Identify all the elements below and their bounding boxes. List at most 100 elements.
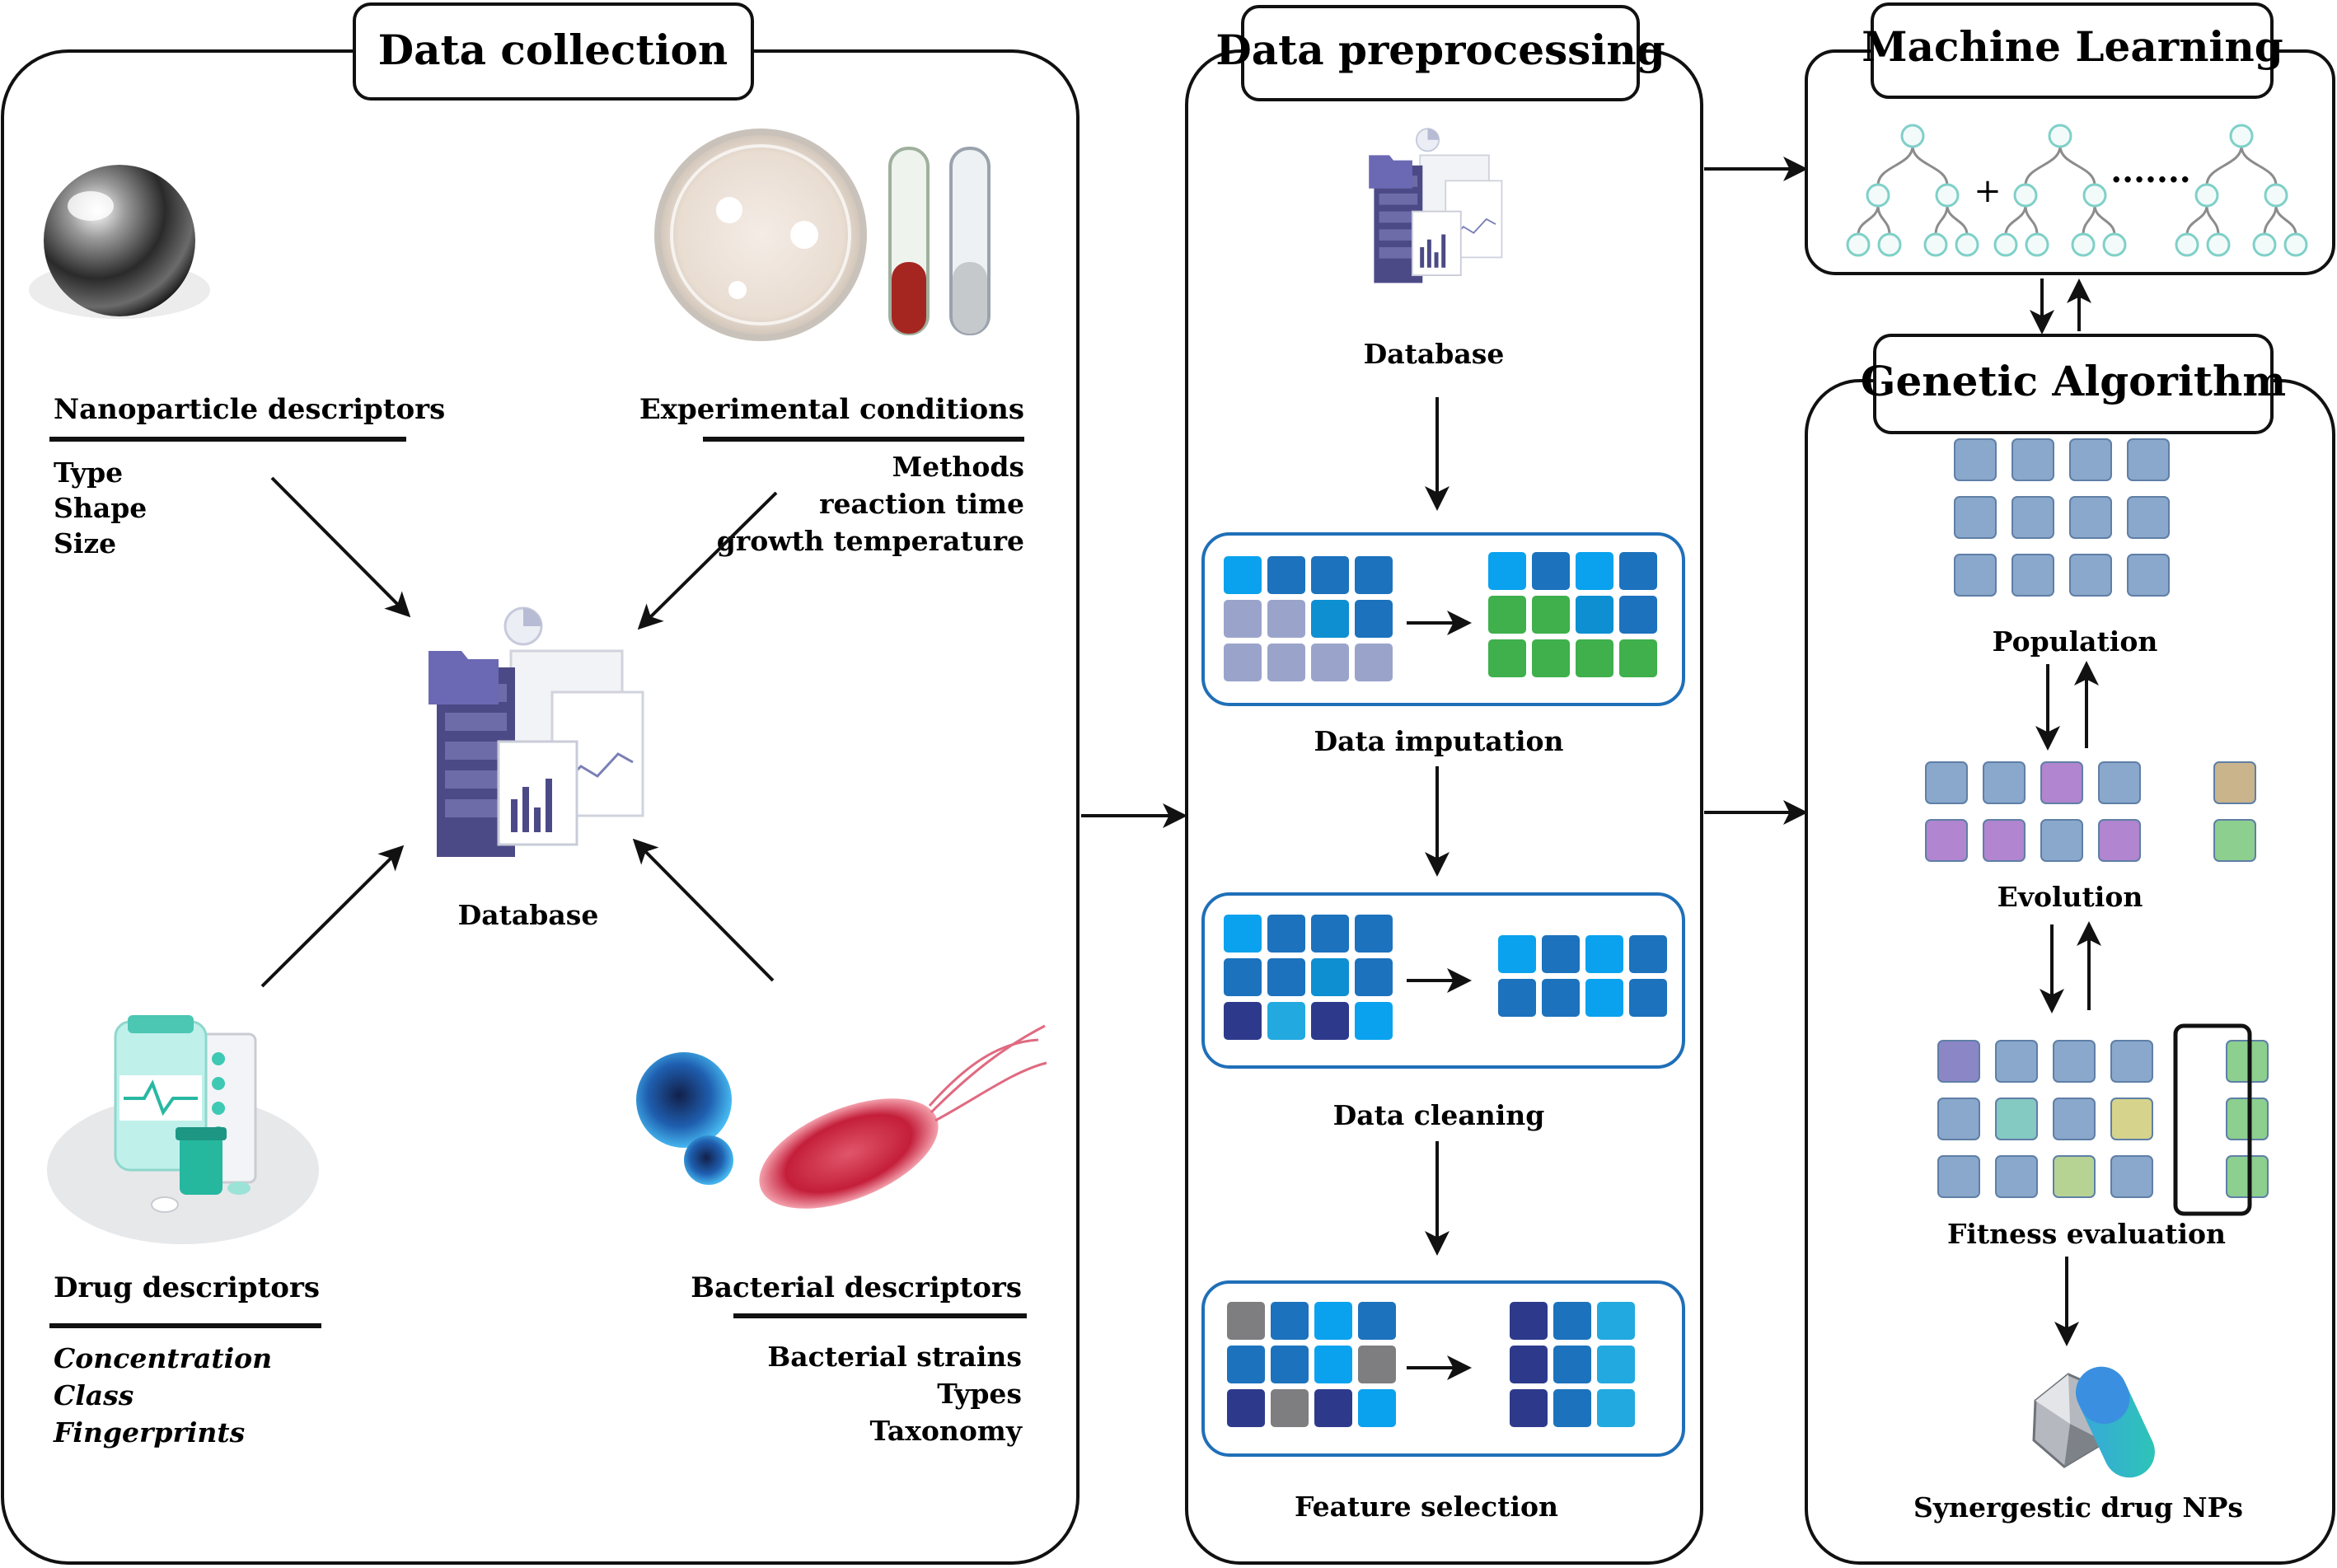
grid-cell [1311, 644, 1349, 681]
grid-cell [1267, 600, 1305, 638]
tree-node [1866, 183, 1890, 208]
individual-cell [2213, 761, 2256, 804]
individual-cell [2053, 1098, 2096, 1140]
individual-cell [2226, 1098, 2269, 1140]
tree-edge [2205, 204, 2220, 236]
grid-cell [1597, 1389, 1635, 1427]
database-server-icon [429, 606, 644, 857]
database-label-center: Database [458, 899, 599, 931]
grid-cell [1510, 1389, 1548, 1427]
imputation-grid-before [1224, 556, 1393, 681]
cleaning-grid-after [1498, 935, 1667, 1017]
evolution-grid [1925, 761, 2256, 862]
grid-cell [1629, 979, 1667, 1017]
tree-node [1877, 232, 1902, 257]
grid-cell [1227, 1302, 1265, 1340]
grid-cell [1619, 552, 1657, 590]
machine-learning-title: Machine Learning [1862, 22, 2283, 71]
drug-item-class: Class [54, 1379, 133, 1411]
tree-node [2283, 232, 2308, 257]
individual-cell [2069, 438, 2112, 481]
grid-cell [1267, 915, 1305, 953]
tree-node [2102, 232, 2127, 257]
grid-cell [1542, 935, 1580, 973]
individual-cell [2012, 438, 2054, 481]
tree-edge [1946, 204, 1969, 236]
grid-cell [1267, 556, 1305, 594]
grid-cell [1271, 1302, 1309, 1340]
individual-cell [1937, 1098, 1980, 1140]
grid-cell [1355, 958, 1393, 996]
grid-cell [1355, 600, 1393, 638]
grid-cell [1271, 1389, 1309, 1427]
feature-grid-after [1510, 1302, 1635, 1427]
individual-cell [1937, 1155, 1980, 1198]
grid-cell [1224, 600, 1262, 638]
imputation-box [1201, 532, 1685, 706]
exp-item-methods: Methods [892, 451, 1024, 483]
drug-item-concentration: Concentration [54, 1342, 272, 1374]
imputation-grid-after [1488, 552, 1657, 677]
grid-cell [1585, 979, 1623, 1017]
grid-cell [1267, 644, 1305, 681]
exp-item-growth-temperature: growth temperature [717, 525, 1024, 557]
tree-edge [2240, 145, 2278, 186]
grid-cell [1314, 1302, 1352, 1340]
nanoparticle-sphere-icon [29, 165, 210, 319]
tree-edge [1911, 145, 1949, 186]
grid-cell [1314, 1346, 1352, 1383]
grid-cell [1542, 979, 1580, 1017]
tree-node [2229, 124, 2254, 148]
individual-cell [1925, 819, 1968, 862]
individual-cell [2127, 438, 2170, 481]
stage-label-evolution: Evolution [1997, 881, 2143, 913]
individual-cell [1995, 1098, 2038, 1140]
grid-cell [1355, 556, 1393, 594]
grid-cell [1224, 644, 1262, 681]
panel-genetic-algorithm: Genetic Algorithm [1805, 334, 2335, 1565]
feature-grid-before [1227, 1302, 1396, 1427]
individual-cell [2226, 1155, 2269, 1198]
stage-label-fitness-evaluation: Fitness evaluation [1947, 1218, 2226, 1250]
individual-cell [1983, 761, 2026, 804]
grid-cell [1355, 644, 1393, 681]
individual-cell [2098, 819, 2141, 862]
panel-data-collection: Data collection [1, 2, 1080, 1565]
individual-cell [2110, 1155, 2153, 1198]
grid-cell [1224, 1002, 1262, 1040]
tree-node [2252, 232, 2277, 257]
grid-cell [1553, 1346, 1591, 1383]
bacterium-icon [759, 1024, 1047, 1209]
individual-cell [2040, 761, 2083, 804]
grid-cell [1532, 639, 1570, 677]
grid-cell [1532, 596, 1570, 634]
ml-plus-sign: + [1974, 172, 2002, 210]
individual-cell [2110, 1098, 2153, 1140]
individual-cell [1995, 1040, 2038, 1083]
grid-cell [1629, 935, 1667, 973]
bacterial-descriptors-heading: Bacterial descriptors [691, 1271, 1022, 1304]
tree-node [1955, 232, 1979, 257]
grid-cell [1576, 639, 1613, 677]
tree-edge [2093, 204, 2116, 236]
grid-cell [1358, 1346, 1396, 1383]
grid-cell [1311, 600, 1349, 638]
data-collection-title: Data collection [378, 26, 728, 74]
tree-edge [2082, 204, 2096, 236]
step-label-imputation: Data imputation [1314, 725, 1563, 757]
tree-edge [1857, 204, 1880, 236]
tree-node [2048, 124, 2072, 148]
experimental-conditions-heading: Experimental conditions [639, 393, 1024, 426]
nanoparticle-descriptors-heading: Nanoparticle descriptors [54, 393, 445, 426]
grid-cell [1619, 639, 1657, 677]
grid-cell [1597, 1302, 1635, 1340]
grid-cell [1227, 1346, 1265, 1383]
grid-cell [1311, 958, 1349, 996]
nano-item-shape: Shape [54, 492, 147, 524]
individual-cell [2213, 819, 2256, 862]
nano-item-type: Type [54, 456, 123, 489]
tree-node [2206, 232, 2231, 257]
stage-label-synergistic-drug-nps: Synergestic drug NPs [1913, 1491, 2243, 1524]
drug-descriptors-heading: Drug descriptors [54, 1271, 320, 1304]
individual-cell [2012, 496, 2054, 539]
